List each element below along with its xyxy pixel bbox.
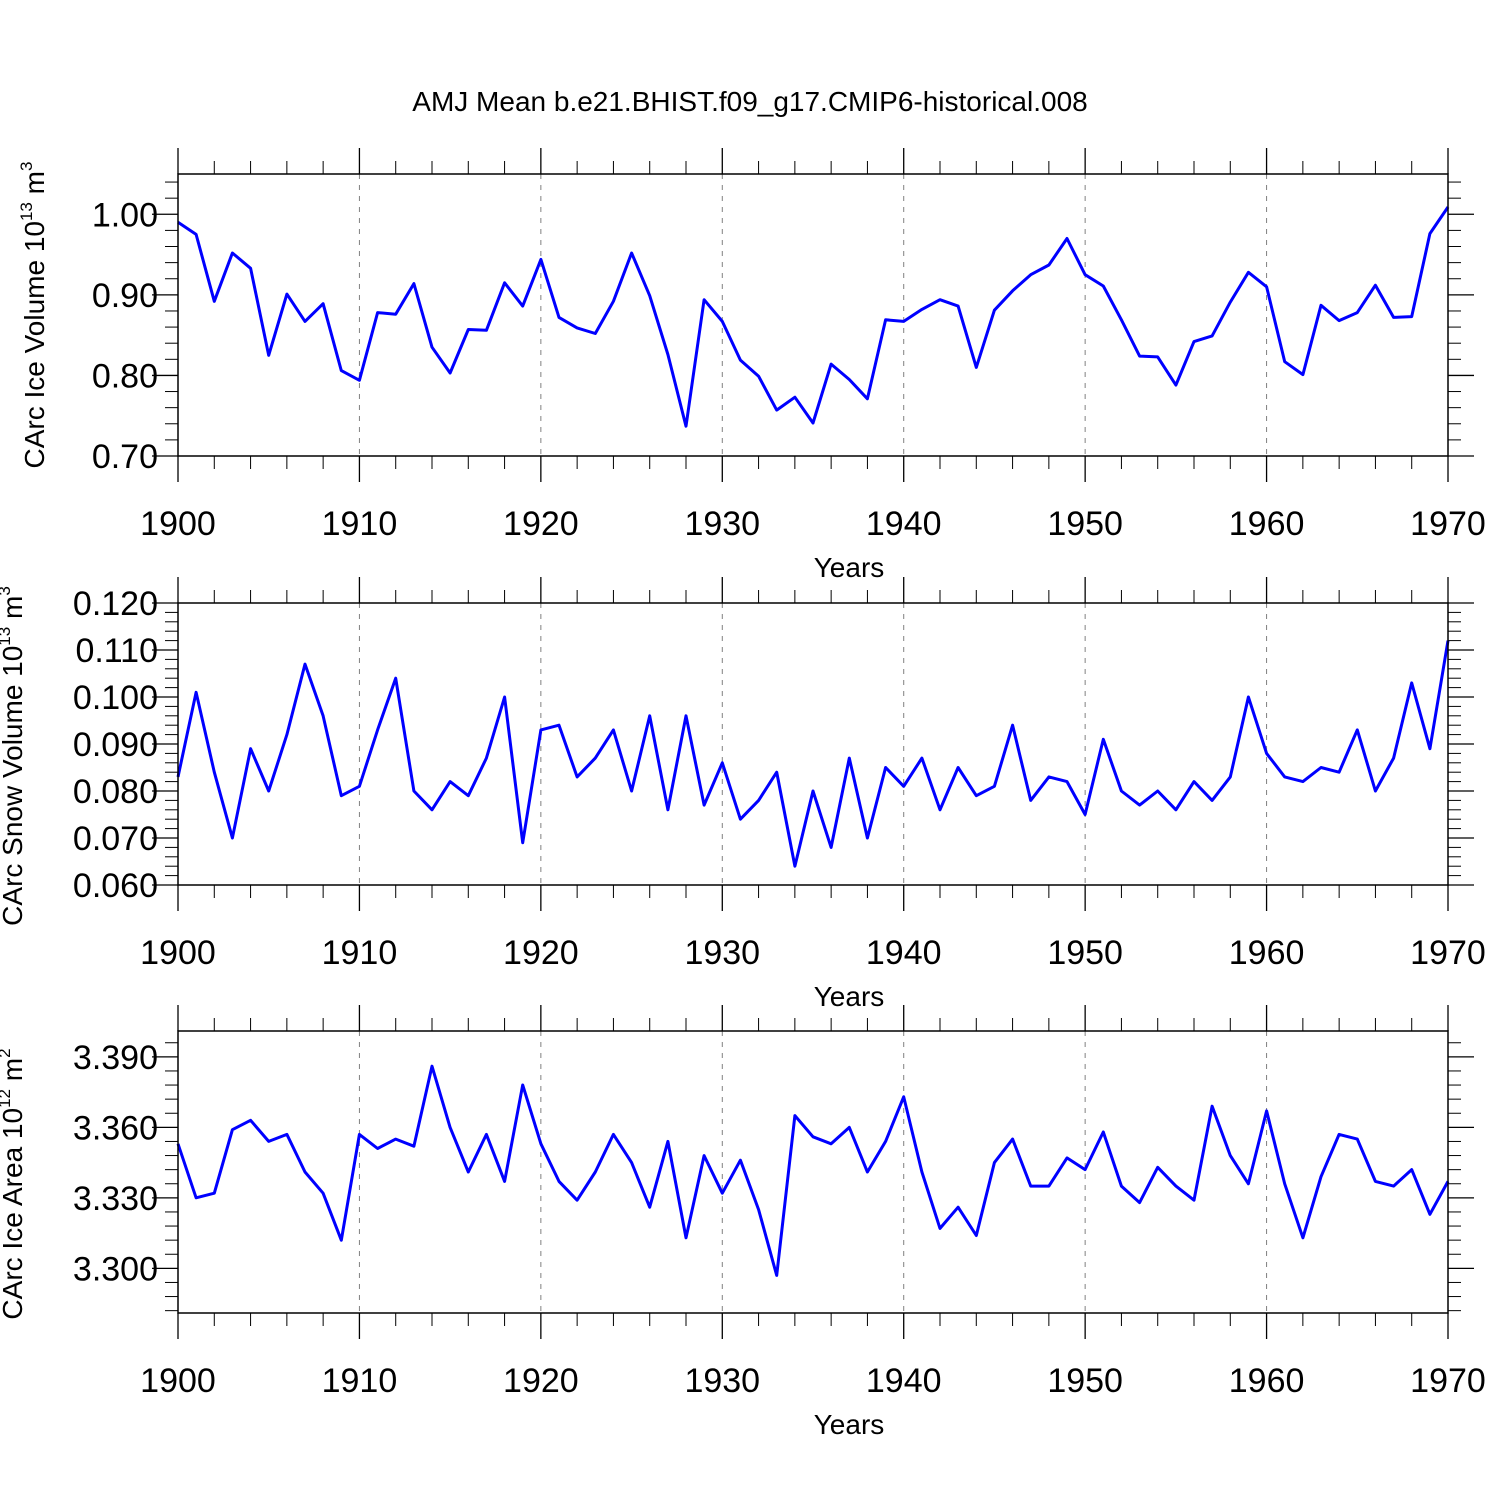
ice-volume-ylabel-unit: m [19, 171, 50, 202]
snow-volume-xtick-label: 1920 [503, 934, 579, 972]
ice-volume-xtick-label: 1940 [866, 505, 942, 543]
ice-area-ytick-label: 3.300 [73, 1250, 158, 1288]
snow-volume-ytick-label: 0.060 [73, 867, 158, 905]
ice-area-y-axis-title: CArc Ice Area 1012 m2 [0, 1048, 28, 1319]
snow-volume-xtick-label: 1940 [866, 934, 942, 972]
snow-volume-xtick-label: 1950 [1047, 934, 1123, 972]
ice-area-plot-frame [177, 1030, 1449, 1314]
ice-area-xtick-label: 1930 [684, 1362, 760, 1400]
ice-area-xtick-label: 1960 [1229, 1362, 1305, 1400]
ice-volume-ytick-label: 0.70 [92, 438, 158, 476]
ice-volume-y-tick-labels: 0.70 0.80 0.90 1.00 [92, 196, 158, 476]
ice-area-ylabel-unit-exponent: 2 [0, 1048, 14, 1057]
ice-volume-x-axis-title: Years [814, 552, 885, 583]
panel-ice-volume: 0.70 0.80 0.90 1.00 1900 1910 1920 1930 … [17, 148, 1486, 583]
ice-area-ylabel-unit: m [0, 1058, 28, 1089]
snow-volume-y-tick-labels: 0.060 0.070 0.080 0.090 0.100 0.110 0.12… [73, 585, 158, 905]
snow-volume-minor-ticks [165, 590, 1461, 898]
ice-volume-ytick-label: 0.80 [92, 357, 158, 395]
ice-area-ytick-label: 3.390 [73, 1039, 158, 1077]
ice-area-x-axis-title: Years [814, 1409, 885, 1440]
ice-area-major-ticks [152, 1005, 1474, 1339]
ice-volume-xtick-label: 1950 [1047, 505, 1123, 543]
ice-volume-xtick-label: 1910 [322, 505, 398, 543]
ice-area-minor-ticks [165, 1018, 1461, 1326]
ice-volume-plot-frame [177, 173, 1449, 457]
ice-area-ytick-label: 3.360 [73, 1109, 158, 1147]
ice-volume-xtick-label: 1970 [1410, 505, 1486, 543]
snow-volume-ylabel-unit-exponent: 3 [0, 586, 14, 595]
ice-volume-grid [358, 174, 1268, 456]
ice-area-xtick-label: 1900 [140, 1362, 216, 1400]
ice-volume-ylabel-base: CArc Ice Volume 10 [19, 221, 50, 468]
snow-volume-ytick-label: 0.070 [73, 820, 158, 858]
ice-area-ylabel-exponent: 12 [0, 1089, 14, 1108]
snow-volume-ytick-label: 0.100 [73, 679, 158, 717]
ice-area-ylabel-base: CArc Ice Area 10 [0, 1108, 28, 1320]
snow-volume-grid [358, 603, 1268, 885]
ice-volume-y-axis-title: CArc Ice Volume 1013 m3 [17, 162, 50, 469]
ice-volume-series-line [177, 206, 1450, 428]
ice-volume-xtick-label: 1960 [1229, 505, 1305, 543]
ice-area-xtick-label: 1970 [1410, 1362, 1486, 1400]
ice-volume-ylabel-unit-exponent: 3 [17, 162, 36, 171]
ice-volume-ytick-label: 0.90 [92, 277, 158, 315]
ice-volume-xtick-label: 1930 [684, 505, 760, 543]
snow-volume-ytick-label: 0.120 [73, 585, 158, 623]
ice-area-series-line [176, 1064, 1450, 1277]
snow-volume-x-tick-labels: 1900 1910 1920 1930 1940 1950 1960 1970 [140, 934, 1486, 972]
snow-volume-y-axis-title: CArc Snow Volume 1013 m3 [0, 586, 28, 926]
snow-volume-xtick-label: 1970 [1410, 934, 1486, 972]
ice-area-xtick-label: 1920 [503, 1362, 579, 1400]
snow-volume-xtick-label: 1930 [684, 934, 760, 972]
snow-volume-ytick-label: 0.110 [75, 632, 158, 670]
snow-volume-ytick-label: 0.080 [73, 773, 158, 811]
ice-volume-x-tick-labels: 1900 1910 1920 1930 1940 1950 1960 1970 [140, 505, 1486, 543]
ice-area-x-tick-labels: 1900 1910 1920 1930 1940 1950 1960 1970 [140, 1362, 1486, 1400]
ice-volume-ytick-label: 1.00 [92, 196, 158, 234]
panel-snow-volume: 0.060 0.070 0.080 0.090 0.100 0.110 0.12… [0, 577, 1486, 1012]
ice-area-grid [358, 1031, 1268, 1313]
snow-volume-ytick-label: 0.090 [73, 726, 158, 764]
ice-area-xtick-label: 1940 [866, 1362, 942, 1400]
snow-volume-xtick-label: 1900 [140, 934, 216, 972]
chart-title: AMJ Mean b.e21.BHIST.f09_g17.CMIP6-histo… [412, 86, 1087, 117]
ice-area-xtick-label: 1950 [1047, 1362, 1123, 1400]
ice-volume-major-ticks [152, 148, 1474, 482]
snow-volume-ylabel-exponent: 13 [0, 627, 14, 646]
snow-volume-major-ticks [152, 577, 1474, 911]
ice-area-xtick-label: 1910 [322, 1362, 398, 1400]
snow-volume-plot-frame [177, 602, 1449, 886]
snow-volume-xtick-label: 1960 [1229, 934, 1305, 972]
ice-volume-minor-ticks [165, 161, 1461, 469]
snow-volume-series-line [176, 640, 1450, 868]
snow-volume-x-axis-title: Years [814, 981, 885, 1012]
panel-ice-area: 3.300 3.330 3.360 3.390 1900 1910 1920 1… [0, 1005, 1486, 1440]
ice-area-y-tick-labels: 3.300 3.330 3.360 3.390 [73, 1039, 158, 1289]
ice-volume-xtick-label: 1920 [503, 505, 579, 543]
snow-volume-xtick-label: 1910 [322, 934, 398, 972]
ice-volume-xtick-label: 1900 [140, 505, 216, 543]
snow-volume-ylabel-base: CArc Snow Volume 10 [0, 646, 28, 926]
snow-volume-ylabel-unit: m [0, 596, 28, 627]
ice-area-ytick-label: 3.330 [73, 1180, 158, 1218]
ice-volume-ylabel-exponent: 13 [17, 202, 36, 221]
